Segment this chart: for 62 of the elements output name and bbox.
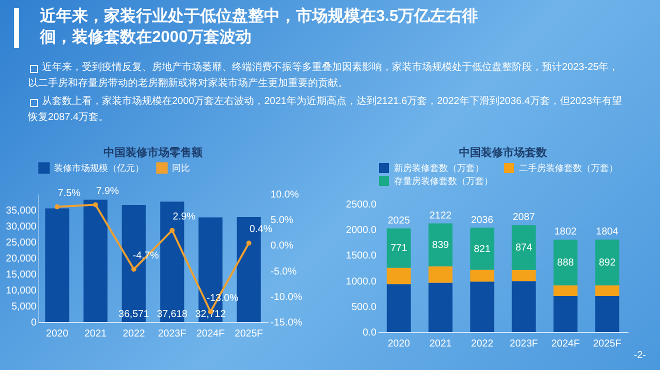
y2-tick-label: 10.0% <box>270 190 299 200</box>
data-label: 37,618 <box>156 309 188 320</box>
y-tick-label: 30,000 <box>6 222 37 232</box>
y2-tick-label: 5.0% <box>270 215 294 226</box>
total-label: 2122 <box>429 210 452 222</box>
legend-label: 存量房装修套数（万套） <box>394 176 493 186</box>
y-tick-label: 1500.0 <box>346 250 377 262</box>
text: 从套数上看，家装市场规模在2000万套左右波动，2021年为近期高点，达到2121.6万套，2022年下滑到2036.4万套，但2023年有望恢复2087.4万套。 <box>28 94 624 125</box>
y-tick-label: 500.0 <box>351 302 377 313</box>
y-tick-label: 20,000 <box>6 254 37 264</box>
y2-tick-label: 0.0% <box>270 240 294 252</box>
data-label: 888 <box>557 257 574 268</box>
y-tick-label: 2000.0 <box>346 225 377 236</box>
total-label: 2036 <box>471 214 494 226</box>
x-tick-label: 2021 <box>84 328 108 340</box>
data-label: 821 <box>474 244 491 255</box>
legend-label: 装修市场规模（亿元） <box>54 163 144 173</box>
total-label: 1804 <box>596 226 619 238</box>
legend-label: 同比 <box>172 163 190 173</box>
y-tick-label: 15,000 <box>6 270 37 280</box>
y-tick-label: 2500.0 <box>346 200 377 210</box>
y-tick-label: 0 <box>30 318 37 328</box>
x-tick-label: 2025F <box>234 328 264 340</box>
legend-label: 二手房装修套数（万套） <box>519 163 618 173</box>
total-label: 2025 <box>388 215 410 226</box>
x-tick-label: 2023F <box>510 338 538 350</box>
x-tick-label: 2020 <box>388 338 410 350</box>
x-tick-label: 2022 <box>122 328 146 340</box>
chart-title: 中国装修市场套数 <box>459 146 548 159</box>
legend-label: 新房装修套数（万套） <box>394 163 484 173</box>
data-label: 7.5% <box>58 188 81 199</box>
x-tick-label: 2023F <box>158 328 186 340</box>
y-tick-label: 25,000 <box>6 238 37 248</box>
y-tick-label: 5,000 <box>11 302 37 312</box>
data-label: 2.9% <box>172 211 196 222</box>
y2-tick-label: -10.0% <box>270 292 302 303</box>
data-label: -13.0% <box>206 292 238 304</box>
data-label: 874 <box>515 242 533 254</box>
x-tick-label: 2022 <box>471 338 494 350</box>
y-tick-label: 0.0 <box>362 328 377 338</box>
x-tick-label: 2021 <box>429 338 452 350</box>
y-tick-label: 10,000 <box>6 286 37 296</box>
chart-title: 中国装修市场零售额 <box>104 146 204 159</box>
x-tick-label: 2024F <box>551 338 580 350</box>
total-label: 2087 <box>512 212 536 224</box>
data-label: 0.4% <box>249 224 272 236</box>
y-tick-label: 35,000 <box>6 206 37 216</box>
data-label: 892 <box>598 257 616 268</box>
data-label: 36,571 <box>118 309 150 320</box>
y-tick-label: 1000.0 <box>346 276 377 288</box>
text: 近年来，受到疫情反复、房地产市场萎靡、终端消费不振等多重叠加因素影响，家装市场规模处于低位盘整阶段，预计2023-25年，以二手房和存量房带动的老房翻新或将对家装市场产生更加重要的贡献。 <box>28 60 620 91</box>
data-label: 771 <box>390 243 408 254</box>
text: -2- <box>634 350 646 361</box>
x-tick-label: 2025F <box>592 338 622 350</box>
y2-tick-label: -5.0% <box>270 266 297 278</box>
total-label: 1802 <box>554 226 578 238</box>
x-tick-label: 2024F <box>196 328 225 340</box>
data-label: 7.9% <box>96 186 120 197</box>
data-label: 839 <box>432 240 450 251</box>
y2-tick-label: -15.0% <box>270 318 302 328</box>
x-tick-label: 2020 <box>46 328 69 340</box>
text: 近年来，家装行业处于低位盘整中，市场规模在3.5万亿左右徘徊，装修套数在2000万套波动 <box>40 6 480 48</box>
